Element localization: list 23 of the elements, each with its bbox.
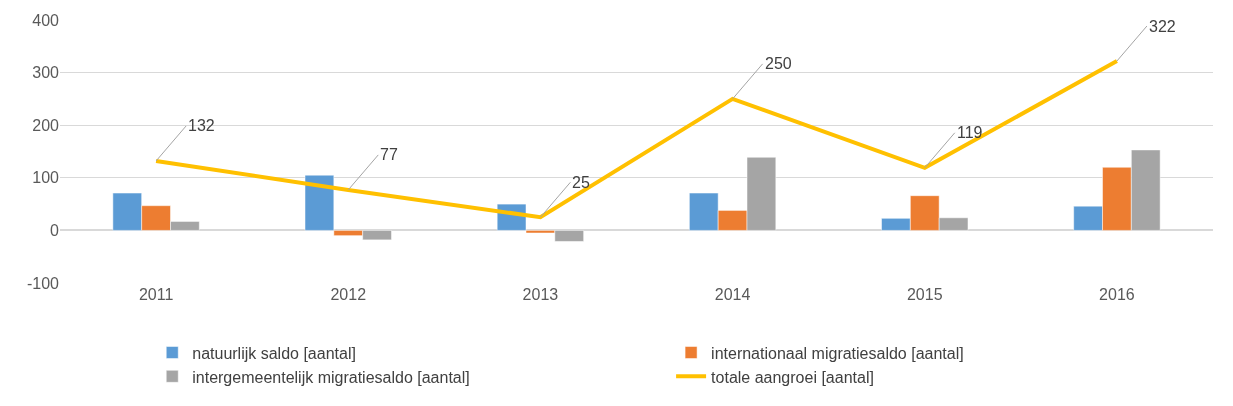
y-tick-label: 300 [32,64,60,82]
legend-label: totale aangroei [aantal] [711,368,874,386]
data-label: 132 [188,117,215,134]
data-label: 322 [1149,18,1176,35]
data-label: 119 [957,124,983,141]
x-tick-label: 2011 [138,286,174,303]
y-tick-label: 200 [32,116,60,134]
x-tick-label: 2014 [714,286,751,303]
x-tick-label: 2015 [906,286,943,303]
legend-label: natuurlijk saldo [aantal] [192,344,356,362]
y-tick-label: 400 [32,11,60,29]
x-tick-label: 2013 [522,286,559,303]
y-tick-label: 100 [32,169,60,187]
legend-label: internationaal migratiesaldo [aantal] [711,344,964,362]
y-tick-label: -100 [26,274,60,292]
data-label: 77 [380,146,398,163]
line-series [154,59,1119,220]
x-tick-label: 2016 [1099,286,1135,303]
y-tick-label: 0 [50,222,60,239]
legend-label: intergemeentelijk migratiesaldo [aantal] [192,368,470,386]
data-label: 250 [765,55,792,72]
data-label: 25 [572,174,590,191]
x-tick-label: 2012 [330,286,367,303]
